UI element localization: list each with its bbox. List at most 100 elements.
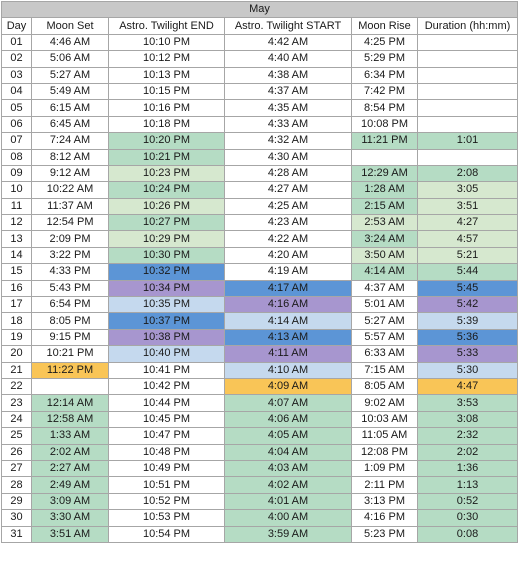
twilight-start-cell[interactable]: 4:03 AM bbox=[224, 459, 352, 478]
day-cell[interactable]: 31 bbox=[1, 525, 32, 543]
day-cell[interactable]: 01 bbox=[1, 33, 32, 52]
twilight-end-cell[interactable]: 10:16 PM bbox=[108, 99, 225, 117]
day-cell[interactable]: 28 bbox=[1, 476, 32, 494]
moon-rise-cell[interactable]: 6:33 AM bbox=[351, 345, 418, 363]
day-cell[interactable]: 17 bbox=[1, 296, 32, 314]
moon-rise-cell[interactable]: 2:53 AM bbox=[351, 214, 418, 232]
duration-cell[interactable] bbox=[416, 148, 518, 166]
moon-rise-cell[interactable]: 10:03 AM bbox=[351, 410, 418, 429]
day-cell[interactable]: 30 bbox=[1, 509, 32, 527]
moon-rise-cell[interactable]: 9:02 AM bbox=[351, 394, 418, 412]
moon-rise-cell[interactable]: 12:29 AM bbox=[351, 164, 418, 183]
twilight-start-cell[interactable]: 4:27 AM bbox=[224, 181, 352, 199]
twilight-end-cell[interactable]: 10:24 PM bbox=[108, 181, 225, 199]
day-cell[interactable]: 05 bbox=[1, 99, 32, 117]
moon-set-cell[interactable]: 2:49 AM bbox=[31, 476, 109, 494]
duration-cell[interactable] bbox=[416, 33, 518, 52]
twilight-end-cell[interactable]: 10:12 PM bbox=[108, 50, 225, 68]
twilight-end-cell[interactable]: 10:18 PM bbox=[108, 115, 225, 134]
moon-set-cell[interactable]: 2:09 PM bbox=[31, 230, 109, 248]
twilight-end-cell[interactable]: 10:52 PM bbox=[108, 492, 225, 511]
moon-rise-cell[interactable]: 8:54 PM bbox=[351, 99, 418, 117]
twilight-end-cell[interactable]: 10:30 PM bbox=[108, 246, 225, 265]
duration-cell[interactable]: 4:57 bbox=[416, 230, 518, 248]
twilight-end-cell[interactable]: 10:10 PM bbox=[108, 33, 225, 52]
moon-rise-cell[interactable]: 6:34 PM bbox=[351, 66, 418, 84]
duration-cell[interactable]: 1:01 bbox=[416, 132, 518, 150]
moon-set-cell[interactable]: 2:02 AM bbox=[31, 443, 109, 461]
twilight-end-cell[interactable]: 10:23 PM bbox=[108, 164, 225, 183]
moon-set-cell[interactable]: 11:37 AM bbox=[31, 197, 109, 216]
twilight-end-cell[interactable]: 10:44 PM bbox=[108, 394, 225, 412]
moon-set-cell[interactable]: 6:15 AM bbox=[31, 99, 109, 117]
duration-cell[interactable]: 2:02 bbox=[416, 443, 518, 461]
duration-cell[interactable]: 4:47 bbox=[416, 377, 518, 396]
twilight-end-cell[interactable]: 10:49 PM bbox=[108, 459, 225, 478]
moon-set-cell[interactable]: 1:33 AM bbox=[31, 427, 109, 445]
duration-cell[interactable]: 0:52 bbox=[416, 492, 518, 511]
moon-rise-cell[interactable]: 11:21 PM bbox=[351, 132, 418, 150]
twilight-end-cell[interactable]: 10:29 PM bbox=[108, 230, 225, 248]
moon-set-cell[interactable]: 7:24 AM bbox=[31, 132, 109, 150]
duration-cell[interactable]: 1:36 bbox=[416, 459, 518, 478]
day-cell[interactable]: 08 bbox=[1, 148, 32, 166]
duration-cell[interactable] bbox=[416, 50, 518, 68]
twilight-start-cell[interactable]: 4:02 AM bbox=[224, 476, 352, 494]
moon-set-cell[interactable]: 9:12 AM bbox=[31, 164, 109, 183]
moon-rise-cell[interactable]: 4:16 PM bbox=[351, 509, 418, 527]
twilight-start-cell[interactable]: 4:37 AM bbox=[224, 82, 352, 101]
moon-set-cell[interactable]: 8:05 PM bbox=[31, 312, 109, 330]
duration-cell[interactable]: 4:27 bbox=[416, 214, 518, 232]
moon-rise-cell[interactable]: 2:11 PM bbox=[351, 476, 418, 494]
duration-cell[interactable]: 5:30 bbox=[416, 361, 518, 379]
day-cell[interactable]: 03 bbox=[1, 66, 32, 84]
moon-rise-cell[interactable]: 4:37 AM bbox=[351, 279, 418, 298]
moon-set-cell[interactable]: 6:45 AM bbox=[31, 115, 109, 134]
twilight-start-cell[interactable]: 4:22 AM bbox=[224, 230, 352, 248]
duration-cell[interactable]: 3:08 bbox=[416, 410, 518, 429]
duration-cell[interactable] bbox=[416, 115, 518, 134]
twilight-start-cell[interactable]: 4:07 AM bbox=[224, 394, 352, 412]
twilight-end-cell[interactable]: 10:21 PM bbox=[108, 148, 225, 166]
moon-rise-cell[interactable] bbox=[351, 148, 418, 166]
twilight-end-cell[interactable]: 10:53 PM bbox=[108, 509, 225, 527]
duration-cell[interactable]: 2:32 bbox=[416, 427, 518, 445]
day-cell[interactable]: 20 bbox=[1, 345, 32, 363]
day-cell[interactable]: 26 bbox=[1, 443, 32, 461]
twilight-start-cell[interactable]: 4:09 AM bbox=[224, 377, 352, 396]
twilight-end-cell[interactable]: 10:20 PM bbox=[108, 132, 225, 150]
duration-cell[interactable]: 5:45 bbox=[416, 279, 518, 298]
moon-rise-cell[interactable]: 8:05 AM bbox=[351, 377, 418, 396]
moon-rise-cell[interactable]: 5:23 PM bbox=[351, 525, 418, 543]
twilight-start-cell[interactable]: 4:38 AM bbox=[224, 66, 352, 84]
duration-cell[interactable]: 1:13 bbox=[416, 476, 518, 494]
moon-set-cell[interactable]: 4:46 AM bbox=[31, 33, 109, 52]
twilight-end-cell[interactable]: 10:45 PM bbox=[108, 410, 225, 429]
day-cell[interactable]: 09 bbox=[1, 164, 32, 183]
twilight-start-cell[interactable]: 4:30 AM bbox=[224, 148, 352, 166]
twilight-end-cell[interactable]: 10:15 PM bbox=[108, 82, 225, 101]
moon-rise-cell[interactable]: 12:08 PM bbox=[351, 443, 418, 461]
moon-rise-cell[interactable]: 3:13 PM bbox=[351, 492, 418, 511]
twilight-start-cell[interactable]: 4:28 AM bbox=[224, 164, 352, 183]
day-cell[interactable]: 11 bbox=[1, 197, 32, 216]
twilight-start-cell[interactable]: 3:59 AM bbox=[224, 525, 352, 543]
day-cell[interactable]: 23 bbox=[1, 394, 32, 412]
duration-cell[interactable]: 0:30 bbox=[416, 509, 518, 527]
day-cell[interactable]: 29 bbox=[1, 492, 32, 511]
duration-cell[interactable]: 5:39 bbox=[416, 312, 518, 330]
twilight-end-cell[interactable]: 10:34 PM bbox=[108, 279, 225, 298]
moon-rise-cell[interactable]: 3:24 AM bbox=[351, 230, 418, 248]
day-cell[interactable]: 19 bbox=[1, 328, 32, 347]
moon-set-cell[interactable]: 12:58 AM bbox=[31, 410, 109, 429]
moon-set-cell[interactable]: 6:54 PM bbox=[31, 296, 109, 314]
duration-cell[interactable]: 3:53 bbox=[416, 394, 518, 412]
twilight-start-cell[interactable]: 4:20 AM bbox=[224, 246, 352, 265]
twilight-start-cell[interactable]: 4:19 AM bbox=[224, 263, 352, 281]
header-day[interactable]: Day bbox=[1, 17, 32, 35]
day-cell[interactable]: 14 bbox=[1, 246, 32, 265]
twilight-end-cell[interactable]: 10:13 PM bbox=[108, 66, 225, 84]
twilight-start-cell[interactable]: 4:32 AM bbox=[224, 132, 352, 150]
duration-cell[interactable]: 5:33 bbox=[416, 345, 518, 363]
day-cell[interactable]: 18 bbox=[1, 312, 32, 330]
